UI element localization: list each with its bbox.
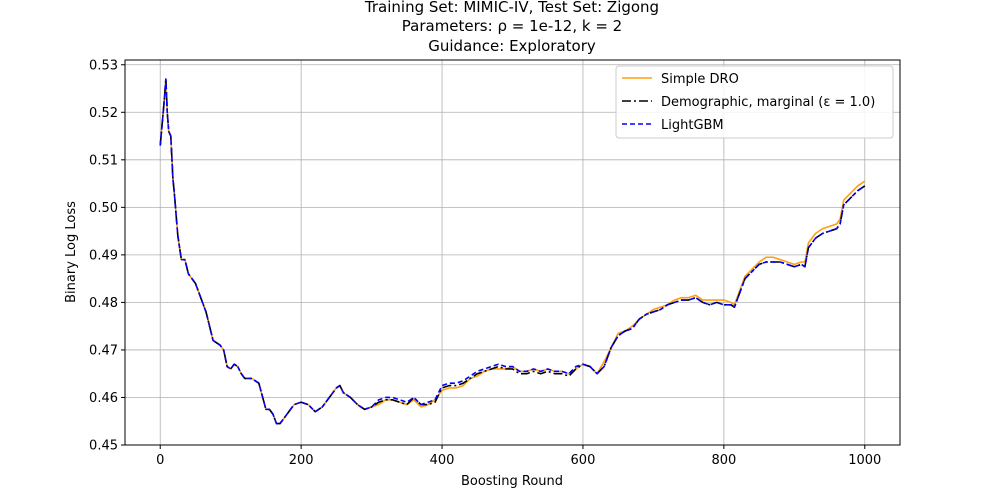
- y-tick-label: 0.47: [89, 343, 118, 358]
- x-tick-label: 0: [156, 453, 164, 468]
- y-tick-label: 0.48: [89, 296, 118, 311]
- y-tick-label: 0.53: [89, 58, 118, 73]
- axes-frame: [124, 59, 901, 446]
- y-tick-label: 0.46: [89, 391, 118, 406]
- legend-label-demographic: Demographic, marginal (ε = 1.0): [661, 95, 875, 110]
- y-tick-label: 0.51: [89, 153, 118, 168]
- chart-title-line-2: Parameters: ρ = 1e-12, k = 2: [402, 17, 622, 35]
- y-axis-label: Binary Log Loss: [64, 201, 79, 303]
- x-tick-label: 800: [711, 453, 736, 468]
- y-tick-label: 0.45: [89, 439, 118, 454]
- y-tick-label: 0.52: [89, 106, 118, 121]
- legend-label-lightgbm: LightGBM: [661, 118, 724, 133]
- series-lines: [159, 78, 866, 425]
- x-tick-label: 400: [430, 453, 455, 468]
- x-tick-label: 1000: [848, 453, 881, 468]
- chart-title-line-3: Guidance: Exploratory: [428, 37, 596, 55]
- axis-ticks: 0 200 400 600 800 1000 0.45 0.46 0.47 0.48 0.49 0.5…: [89, 58, 881, 468]
- series-line-lightgbm: [159, 78, 866, 425]
- legend-label-simple-dro: Simple DRO: [661, 72, 739, 87]
- y-tick-label: 0.49: [89, 248, 118, 263]
- x-axis-label: Boosting Round: [461, 474, 563, 489]
- x-tick-label: 600: [571, 453, 596, 468]
- chart-title-line-1: Training Set: MIMIC-IV, Test Set: Zigong: [364, 0, 659, 16]
- legend-box: [615, 65, 894, 139]
- legend: Simple DRO Demographic, marginal (ε = 1.…: [615, 65, 894, 139]
- x-tick-label: 200: [289, 453, 314, 468]
- y-tick-label: 0.50: [89, 201, 118, 216]
